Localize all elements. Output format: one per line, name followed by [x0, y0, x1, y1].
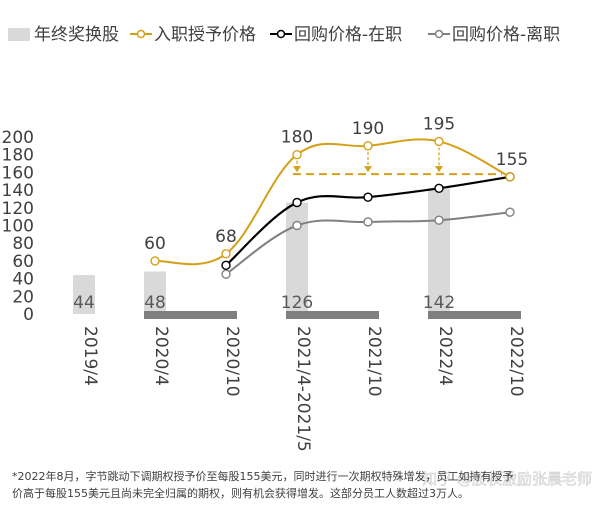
legend-item-grant-price: 入职授予价格	[130, 25, 256, 45]
footnote-line-1: *2022年8月，字节跳动下调期权授予价至每股155美元，同时进行一次期权特殊增…	[12, 469, 514, 483]
legend: 年终奖换股 入职授予价格 回购价格-在职 回购价格-离职	[8, 25, 560, 45]
y-tick-label: 80	[12, 234, 34, 254]
grant-price-value-label: 60	[144, 234, 166, 254]
buyback-left-marker	[363, 217, 373, 227]
x-tick-label: 2021/10	[364, 326, 384, 397]
gray-segment	[144, 311, 237, 319]
x-tick-label: 2022/10	[506, 326, 526, 397]
bar-value-label: 126	[281, 293, 313, 313]
reference-line	[293, 147, 502, 176]
buyback-active-marker	[363, 192, 373, 202]
value-labels: 60 68 180 190 195 155	[144, 114, 528, 253]
reference-arrow-head	[435, 166, 443, 173]
gray-segments	[144, 311, 521, 319]
grant-price-line	[154, 138, 511, 266]
legend-bar-label: 年终奖换股	[34, 25, 119, 45]
y-tick-label: 0	[23, 305, 34, 325]
grant-price-value-label: 190	[352, 119, 384, 139]
buyback-left-marker	[505, 207, 515, 217]
legend-item-buyback-active: 回购价格-在职	[270, 25, 402, 45]
legend-active-label: 回购价格-在职	[294, 25, 402, 45]
bar-value-label: 48	[144, 293, 166, 313]
grant-price-marker	[292, 149, 302, 160]
y-tick-label: 180	[2, 146, 34, 166]
legend-bar-swatch	[8, 28, 30, 41]
bars: 44 48 126 142	[73, 188, 455, 314]
watermark: 知乎 @股权激励张晨老师	[422, 470, 592, 488]
y-tick-label: 100	[2, 217, 34, 237]
x-tick-label: 2020/10	[222, 326, 242, 397]
reference-arrow-head	[293, 166, 301, 173]
legend-left-marker	[434, 29, 444, 39]
bar	[73, 275, 95, 314]
gray-segment	[428, 311, 521, 319]
legend-left-label: 回购价格-离职	[452, 25, 560, 45]
series-lines	[150, 136, 515, 279]
grant-price-value-label: 180	[281, 128, 313, 148]
y-tick-label: 160	[2, 163, 34, 183]
gray-segment	[286, 311, 379, 319]
legend-grant-marker	[136, 29, 146, 39]
buyback-active-marker	[221, 260, 231, 271]
legend-item-bar: 年终奖换股	[8, 25, 119, 45]
y-tick-label: 40	[12, 270, 34, 290]
buyback-active-marker	[434, 183, 444, 194]
legend-grant-label: 入职授予价格	[154, 25, 256, 45]
grant-price-marker	[150, 256, 160, 266]
x-tick-label: 2020/4	[151, 326, 171, 386]
grant-price-marker	[505, 172, 515, 182]
x-tick-label: 2021/4-2021/5	[293, 326, 313, 452]
buyback-left-marker	[221, 269, 231, 279]
footnote-line-2: 价高于每股155美元且尚未完全归属的期权，则有机会获得增发。这部分员工人数超过3…	[12, 486, 469, 500]
x-axis: 2019/4 2020/4 2020/10 2021/4-2021/5 2021/10 2…	[80, 326, 526, 452]
bar	[286, 202, 308, 314]
grant-price-marker	[221, 249, 231, 259]
y-tick-label: 200	[2, 128, 34, 148]
y-tick-label: 140	[2, 181, 34, 201]
y-tick-label: 60	[12, 252, 34, 272]
grant-price-value-label: 195	[423, 114, 455, 134]
buyback-left-marker	[292, 220, 302, 231]
legend-item-buyback-left: 回购价格-离职	[428, 25, 560, 45]
x-tick-label: 2019/4	[80, 326, 100, 386]
buyback-left-marker	[434, 215, 444, 225]
grant-price-marker	[363, 141, 373, 151]
grant-price-value-label: 155	[496, 150, 528, 170]
y-tick-label: 120	[2, 199, 34, 219]
bar	[144, 271, 166, 314]
grant-price-marker	[434, 136, 444, 147]
bar-value-label: 142	[423, 293, 455, 313]
x-tick-label: 2022/4	[435, 326, 455, 386]
bar-value-label: 44	[73, 293, 95, 313]
buyback-active-marker	[292, 197, 302, 208]
reference-arrow-head	[364, 166, 372, 173]
y-tick-label: 20	[12, 287, 34, 307]
grant-price-value-label: 68	[215, 227, 237, 247]
legend-active-marker	[276, 29, 286, 39]
